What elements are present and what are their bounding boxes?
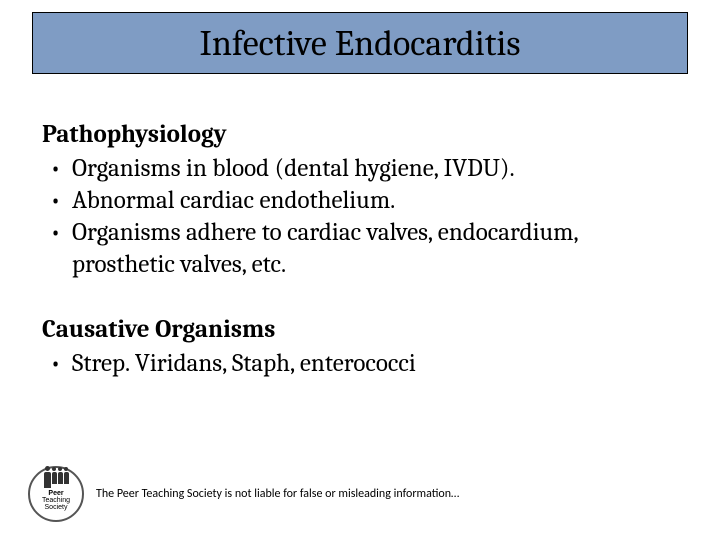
- section-heading-causative: Causative Organisms: [42, 315, 678, 344]
- slide-title: Infective Endocarditis: [199, 23, 520, 64]
- logo-people-icon: [44, 472, 69, 488]
- slide-footer: Peer Teaching Society The Peer Teaching …: [28, 466, 692, 522]
- bullet-list-causative: Strep. Viridans, Staph, enterococci: [42, 348, 678, 380]
- list-item: Organisms adhere to cardiac valves, endo…: [42, 217, 678, 281]
- logo-text: Peer Teaching Society: [42, 490, 70, 511]
- list-item: Organisms in blood (dental hygiene, IVDU…: [42, 153, 678, 185]
- peer-teaching-logo: Peer Teaching Society: [28, 466, 84, 522]
- list-item: Strep. Viridans, Staph, enterococci: [42, 348, 678, 380]
- bullet-list-pathophysiology: Organisms in blood (dental hygiene, IVDU…: [42, 153, 678, 281]
- slide-body: Pathophysiology Organisms in blood (dent…: [42, 120, 678, 414]
- section-heading-pathophysiology: Pathophysiology: [42, 120, 678, 149]
- list-item: Abnormal cardiac endothelium.: [42, 185, 678, 217]
- footer-disclaimer: The Peer Teaching Society is not liable …: [96, 487, 459, 501]
- title-bar: Infective Endocarditis: [32, 12, 688, 74]
